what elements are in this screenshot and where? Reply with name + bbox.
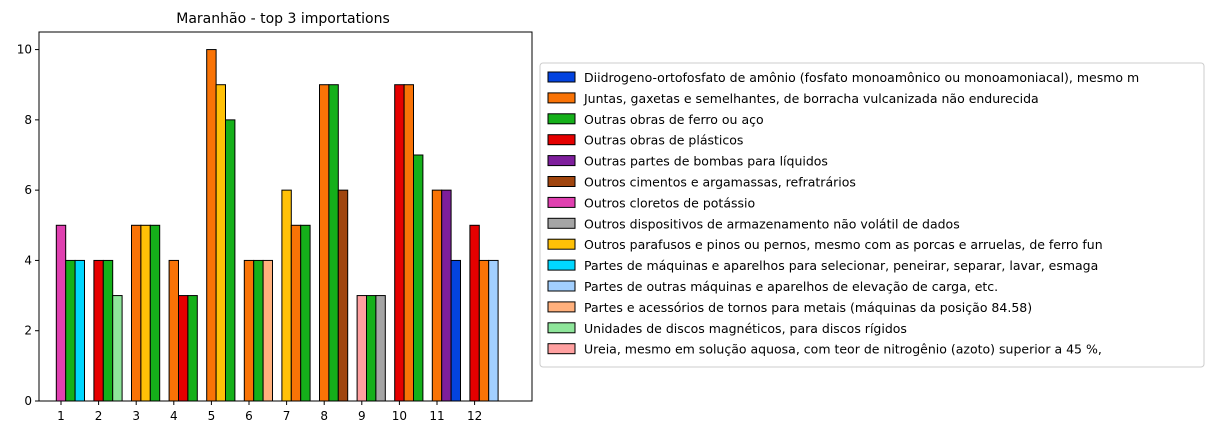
legend-swatch <box>547 217 576 229</box>
bar <box>431 189 443 402</box>
bar <box>337 189 349 402</box>
x-axis: 1 2 3 4 5 6 7 8 9 10 11 12 <box>57 401 482 423</box>
bar <box>319 84 330 402</box>
legend-swatch <box>547 322 576 334</box>
legend-label: Diidrogeno-ortofosfato de amônio (fosfat… <box>584 70 1139 85</box>
legend-label: Unidades de discos magnéticos, para disc… <box>584 321 907 336</box>
y-tick-label: 2 <box>24 324 32 338</box>
bar <box>290 224 302 402</box>
x-tick-label: 5 <box>208 409 216 423</box>
bar <box>478 259 490 402</box>
chart-title: Maranhão - top 3 importations <box>176 11 390 27</box>
bar <box>225 119 236 402</box>
legend-label: Outras obras de ferro ou aço <box>584 112 764 127</box>
legend-label: Outros dispositivos de armazenamento não… <box>584 216 960 231</box>
bar <box>366 295 377 402</box>
bar <box>356 295 368 402</box>
legend-label: Partes e acessórios de tornos para metai… <box>584 300 1032 315</box>
x-tick-label: 4 <box>170 409 178 423</box>
legend-swatch <box>547 196 576 208</box>
y-tick-label: 6 <box>24 183 32 197</box>
bar <box>469 224 480 402</box>
bar <box>93 259 104 402</box>
legend-swatch <box>547 134 576 146</box>
legend-label: Juntas, gaxetas e semelhantes, de borrac… <box>583 91 1039 106</box>
legend-swatch <box>547 113 576 125</box>
x-tick-label: 2 <box>95 409 103 423</box>
x-tick-label: 9 <box>358 409 366 423</box>
bar <box>187 295 198 402</box>
plot-frame <box>38 31 533 402</box>
legend-swatch <box>547 71 576 83</box>
legend-frame <box>539 62 1205 368</box>
y-tick-label: 0 <box>24 394 32 408</box>
bar <box>441 189 452 402</box>
legend-label: Ureia, mesmo em solução aquosa, com teor… <box>584 342 1102 357</box>
bar <box>149 224 161 402</box>
bar <box>112 295 123 402</box>
y-tick-label: 4 <box>24 253 32 267</box>
legend-label: Partes de outras máquinas e aparelhos de… <box>584 279 998 294</box>
y-tick-label: 10 <box>17 43 32 57</box>
legend-label: Outras obras de plásticos <box>584 133 743 148</box>
bar <box>413 154 424 402</box>
bar <box>65 259 76 402</box>
legend-label: Outros cloretos de potássio <box>584 195 755 210</box>
x-tick-label: 11 <box>429 409 444 423</box>
bar <box>102 259 114 402</box>
bar <box>488 259 499 402</box>
bar <box>328 84 339 402</box>
legend-label: Outros cimentos e argamassas, refratrári… <box>584 175 856 190</box>
legend-swatch <box>547 280 576 292</box>
bar <box>215 84 227 402</box>
legend-label: Partes de máquinas e aparelhos para sele… <box>584 258 1098 273</box>
bar <box>375 295 386 402</box>
bar <box>403 84 415 402</box>
x-tick-label: 3 <box>132 409 140 423</box>
x-tick-label: 6 <box>245 409 253 423</box>
y-axis: 0 2 4 6 8 10 <box>17 43 39 408</box>
bar <box>206 49 217 402</box>
legend: Diidrogeno-ortofosfato de amônio (fosfat… <box>539 62 1205 368</box>
bar <box>281 189 292 402</box>
bar <box>140 224 151 402</box>
bar <box>450 259 462 402</box>
legend-swatch <box>547 238 576 250</box>
legend-swatch <box>547 176 576 187</box>
bar <box>253 259 264 402</box>
x-tick-label: 12 <box>467 409 482 423</box>
legend-label: Outras partes de bombas para líquidos <box>584 154 828 169</box>
legend-swatch <box>547 259 576 271</box>
bar <box>168 259 180 402</box>
bar <box>74 259 85 402</box>
x-tick-label: 8 <box>320 409 328 423</box>
legend-swatch <box>547 155 576 167</box>
x-tick-label: 7 <box>283 409 291 423</box>
legend-swatch <box>547 343 576 355</box>
bar <box>243 259 255 402</box>
legend-swatch <box>547 301 576 313</box>
legend-label: Outros parafusos e pinos ou pernos, mesm… <box>584 237 1103 252</box>
y-tick-label: 8 <box>24 113 32 127</box>
bar <box>178 295 189 402</box>
x-tick-label: 10 <box>392 409 407 423</box>
x-tick-label: 1 <box>57 409 65 423</box>
bar <box>394 84 405 402</box>
bar <box>300 224 311 402</box>
bar <box>131 224 142 402</box>
legend-swatch <box>547 92 576 104</box>
bars-group <box>55 49 499 402</box>
bar <box>55 224 67 402</box>
bar <box>262 259 274 402</box>
